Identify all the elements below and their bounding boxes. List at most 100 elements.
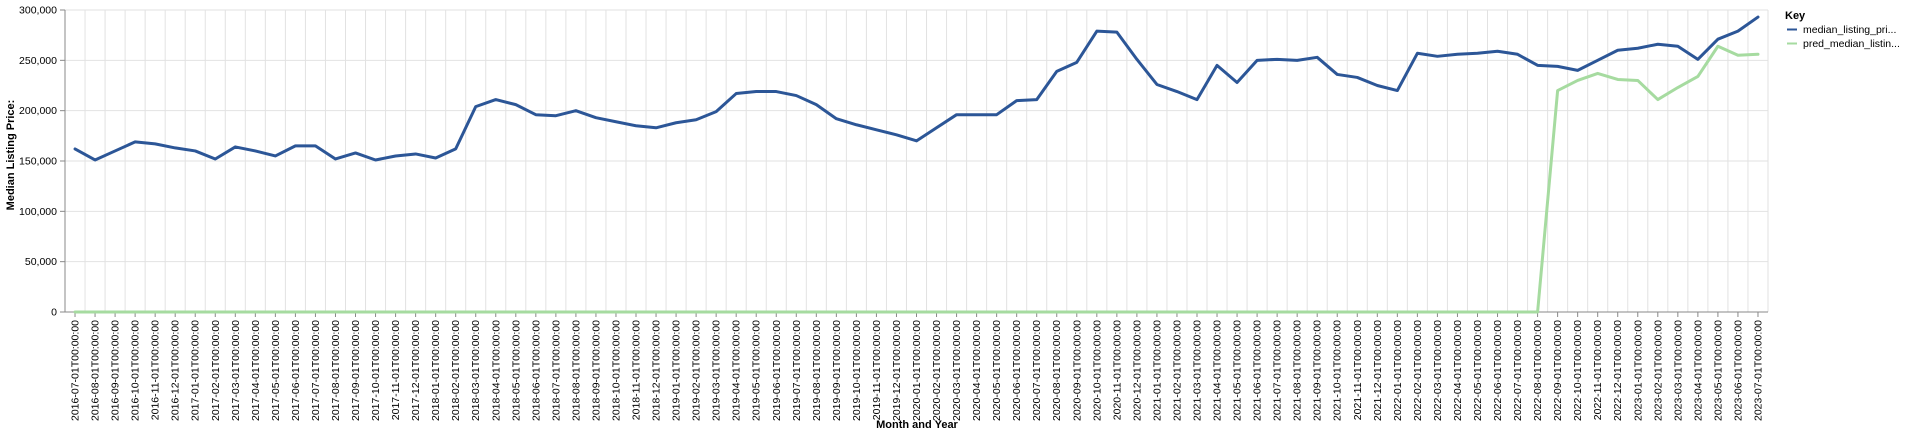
- x-tick-label: 2017-04-01T00:00:00: [250, 320, 262, 421]
- y-tick-label: 50,000: [25, 256, 57, 268]
- y-tick-label: 200,000: [19, 105, 57, 117]
- x-tick-label: 2023-02-01T00:00:00: [1652, 320, 1664, 421]
- x-tick-label: 2018-04-01T00:00:00: [490, 320, 502, 421]
- x-tick-label: 2019-04-01T00:00:00: [731, 320, 743, 421]
- x-tick-label: 2020-11-01T00:00:00: [1111, 320, 1123, 420]
- x-tick-label: 2018-01-01T00:00:00: [430, 320, 442, 421]
- x-tick-label: 2019-02-01T00:00:00: [691, 320, 703, 421]
- x-tick-label: 2017-05-01T00:00:00: [270, 320, 282, 421]
- x-tick-label: 2016-12-01T00:00:00: [170, 320, 182, 421]
- x-tick-label: 2017-12-01T00:00:00: [410, 320, 422, 421]
- x-tick-label: 2023-04-01T00:00:00: [1692, 320, 1704, 421]
- x-tick-label: 2022-10-01T00:00:00: [1572, 320, 1584, 421]
- x-tick-label: 2021-08-01T00:00:00: [1292, 320, 1304, 421]
- legend-label: pred_median_listin...: [1803, 38, 1900, 50]
- grid-lines: [64, 9, 1769, 313]
- x-tick-label: 2018-09-01T00:00:00: [590, 320, 602, 421]
- x-tick-label: 2021-07-01T00:00:00: [1272, 320, 1284, 421]
- x-tick-label: 2021-06-01T00:00:00: [1252, 320, 1264, 421]
- x-tick-label: 2018-06-01T00:00:00: [530, 320, 542, 421]
- x-tick-label: 2019-07-01T00:00:00: [791, 320, 803, 421]
- x-axis-title: Month and Year: [876, 419, 958, 431]
- x-tick-label: 2022-01-01T00:00:00: [1392, 320, 1404, 421]
- x-tick-label: 2020-01-01T00:00:00: [911, 320, 923, 421]
- series-line-median-listing-price: [73, 15, 1760, 162]
- x-tick-label: 2018-10-01T00:00:00: [610, 320, 622, 421]
- x-tick-label: 2018-03-01T00:00:00: [470, 320, 482, 421]
- legend-items: median_listing_pri... pred_median_listin.…: [1787, 24, 1900, 50]
- x-tick-label: 2021-04-01T00:00:00: [1212, 320, 1224, 421]
- x-tick-label: 2018-12-01T00:00:00: [651, 320, 663, 421]
- x-tick-label: 2019-11-01T00:00:00: [871, 320, 883, 420]
- x-tick-label: 2018-02-01T00:00:00: [450, 320, 462, 421]
- x-tick-label: 2022-07-01T00:00:00: [1512, 320, 1524, 421]
- x-tick-label: 2016-11-01T00:00:00: [150, 320, 162, 420]
- x-tick-label: 2022-12-01T00:00:00: [1612, 320, 1624, 421]
- x-tick-label: 2017-07-01T00:00:00: [310, 320, 322, 421]
- y-axis: 0 50,000 100,000 150,000 200,000 250,000 300,0…: [19, 5, 66, 319]
- y-tick-label: 100,000: [19, 206, 57, 218]
- x-tick-label: 2022-06-01T00:00:00: [1492, 320, 1504, 421]
- x-tick-label: 2023-07-01T00:00:00: [1752, 320, 1764, 421]
- x-tick-label: 2023-01-01T00:00:00: [1632, 320, 1644, 421]
- series-lines: [73, 15, 1760, 314]
- x-tick-label: 2021-02-01T00:00:00: [1171, 320, 1183, 421]
- legend-title: Key: [1785, 10, 1806, 22]
- x-tick-label: 2020-12-01T00:00:00: [1131, 320, 1143, 421]
- x-tick-label: 2016-08-01T00:00:00: [90, 320, 102, 421]
- x-tick-label: 2019-01-01T00:00:00: [671, 320, 683, 421]
- x-tick-label: 2021-01-01T00:00:00: [1151, 320, 1163, 421]
- x-tick-label: 2021-12-01T00:00:00: [1372, 320, 1384, 421]
- x-tick-label: 2018-08-01T00:00:00: [570, 320, 582, 421]
- x-tick-label: 2016-09-01T00:00:00: [110, 320, 122, 421]
- x-tick-label: 2022-09-01T00:00:00: [1552, 320, 1564, 421]
- x-tick-label: 2023-05-01T00:00:00: [1712, 320, 1724, 421]
- x-tick-label: 2020-03-01T00:00:00: [951, 320, 963, 421]
- x-tick-label: 2017-02-01T00:00:00: [210, 320, 222, 421]
- x-tick-label: 2020-06-01T00:00:00: [1011, 320, 1023, 421]
- x-tick-label: 2021-09-01T00:00:00: [1312, 320, 1324, 421]
- x-axis: 2016-07-01T00:00:00 2016-08-01T00:00:00 20…: [65, 311, 1768, 421]
- x-tick-label: 2019-05-01T00:00:00: [751, 320, 763, 421]
- x-tick-label: 2019-03-01T00:00:00: [711, 320, 723, 421]
- x-tick-label: 2022-05-01T00:00:00: [1472, 320, 1484, 421]
- x-tick-label: 2019-06-01T00:00:00: [771, 320, 783, 421]
- x-tick-label: 2017-11-01T00:00:00: [390, 320, 402, 420]
- x-tick-label: 2017-10-01T00:00:00: [370, 320, 382, 421]
- x-tick-label: 2022-03-01T00:00:00: [1432, 320, 1444, 421]
- x-tick-label: 2018-11-01T00:00:00: [631, 320, 643, 420]
- x-tick-label: 2022-11-01T00:00:00: [1592, 320, 1604, 420]
- x-tick-label: 2019-08-01T00:00:00: [811, 320, 823, 421]
- x-tick-label: 2020-07-01T00:00:00: [1031, 320, 1043, 421]
- series-line-pred-median-listing-price: [73, 44, 1760, 314]
- x-tick-label: 2022-08-01T00:00:00: [1532, 320, 1544, 421]
- x-tick-label: 2021-10-01T00:00:00: [1332, 320, 1344, 421]
- y-tick-label: 300,000: [19, 5, 57, 17]
- x-tick-label: 2020-10-01T00:00:00: [1091, 320, 1103, 421]
- x-tick-label: 2021-11-01T00:00:00: [1352, 320, 1364, 420]
- legend-label: median_listing_pri...: [1803, 24, 1896, 36]
- x-tick-label: 2021-03-01T00:00:00: [1191, 320, 1203, 421]
- x-tick-label: 2018-07-01T00:00:00: [550, 320, 562, 421]
- x-tick-label: 2020-09-01T00:00:00: [1071, 320, 1083, 421]
- x-tick-label: 2017-09-01T00:00:00: [350, 320, 362, 421]
- x-tick-label: 2019-12-01T00:00:00: [891, 320, 903, 421]
- y-axis-title: Median Listing Price:: [5, 100, 17, 211]
- x-tick-label: 2019-10-01T00:00:00: [851, 320, 863, 421]
- x-tick-label: 2020-02-01T00:00:00: [931, 320, 943, 421]
- x-tick-label: 2017-08-01T00:00:00: [330, 320, 342, 421]
- y-tick-label: 150,000: [19, 156, 57, 168]
- x-tick-label: 2023-03-01T00:00:00: [1672, 320, 1684, 421]
- y-tick-label: 250,000: [19, 55, 57, 67]
- x-tick-label: 2018-05-01T00:00:00: [510, 320, 522, 421]
- y-tick-label: 0: [51, 307, 57, 319]
- x-tick-label: 2017-06-01T00:00:00: [290, 320, 302, 421]
- x-tick-label: 2016-07-01T00:00:00: [70, 320, 82, 421]
- x-tick-label: 2019-09-01T00:00:00: [831, 320, 843, 421]
- x-tick-label: 2016-10-01T00:00:00: [130, 320, 142, 421]
- x-tick-label: 2017-01-01T00:00:00: [190, 320, 202, 421]
- x-tick-label: 2017-03-01T00:00:00: [230, 320, 242, 421]
- x-tick-label: 2022-02-01T00:00:00: [1412, 320, 1424, 421]
